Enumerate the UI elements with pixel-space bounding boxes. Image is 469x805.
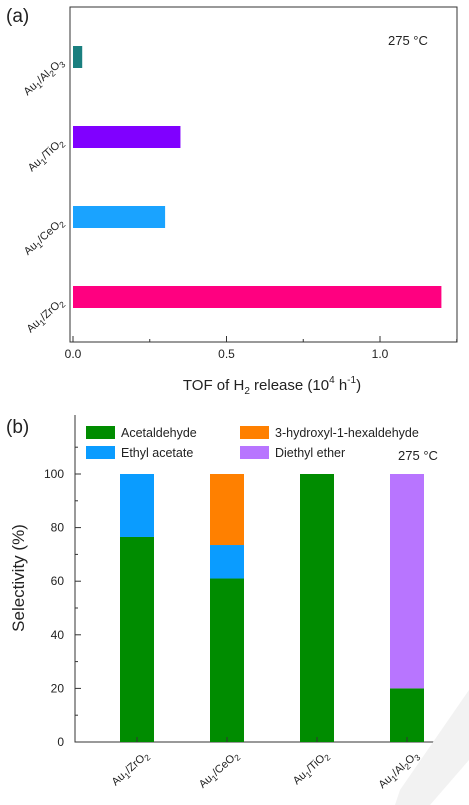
panel-b-legend-label-0: Acetaldehyde [121,426,197,440]
panel-a-x-tick-label: 0.0 [65,347,82,361]
panel-b-y-tick-label: 40 [51,628,65,642]
panel-b-legend-label-1: Ethyl acetate [121,446,193,460]
panel-a-x-tick-label: 0.5 [218,347,235,361]
panel-b-legend-swatch-3 [240,446,269,459]
panel-a: (a) 275 °C 0.0 0.5 1.0 Au1/Al2O3Au1/TiO2Au… [6,6,458,397]
panel-b-legend-swatch-0 [86,426,115,439]
panel-b-y-tick-label: 20 [51,681,65,695]
panel-b-bar-2-segment-0 [300,474,334,742]
panel-a-x-ticks: 0.0 0.5 1.0 [65,336,458,361]
panel-b-category-2: Au1/TiO2 [291,749,333,789]
panel-b-y-tick-label: 60 [51,574,65,588]
panel-b-y-ticks: 0 20 40 60 80 100 [44,446,408,749]
panel-b-bar-0-segment-0 [120,536,154,742]
panel-b-label: (b) [6,417,29,438]
panel-a-bar-2 [73,206,166,228]
panel-b-bar-1-segment-2 [210,474,244,546]
panel-b-bar-0-segment-1 [120,474,154,537]
panel-a-category-1: Au1/TiO2 [26,136,68,176]
panel-a-category-3: Au1/ZrO2 [25,296,68,337]
panel-a-temperature: 275 °C [388,33,428,48]
panel-b-y-tick-label: 100 [44,467,64,481]
panel-b-bar-3-segment-3 [390,474,424,689]
panel-a-category-2: Au1/CeO2 [22,216,68,259]
panel-a-bar-1 [73,126,181,148]
panel-b-legend-label-2: 3-hydroxyl-1-hexaldehyde [275,426,419,440]
panel-b-legend: Acetaldehyde Ethyl acetate 3-hydroxyl-1-he… [86,426,419,460]
panel-a-category-labels: Au1/Al2O3 Au1/TiO2 Au1/CeO2 Au1/ZrO2 [22,56,68,337]
panel-b-y-tick-label: 80 [51,521,65,535]
panel-b-legend-swatch-1 [86,446,115,459]
panel-b-y-axis-title: Selectivity (%) [9,524,28,632]
panel-b-temperature: 275 °C [398,448,438,463]
panel-a-category-0: Au1/Al2O3 [22,56,68,99]
panel-b-legend-label-3: Diethyl ether [275,446,345,460]
panel-b-legend-swatch-2 [240,426,269,439]
panel-a-frame [69,6,458,343]
panel-b-bar-3-segment-0 [390,688,424,742]
panel-b-bars [120,474,424,742]
panel-a-bars [73,46,442,308]
panel-a-x-axis-title: TOF of H2 release (104 h-1) [183,375,361,397]
panel-a-label: (a) [6,6,29,27]
panel-a-bar-0 [73,46,83,68]
panel-a-bar-3 [73,286,442,308]
panel-b-y-tick-label: 0 [57,735,64,749]
panel-b-category-0: Au1/ZrO2 [110,749,153,790]
panel-b-bar-1-segment-1 [210,545,244,579]
panel-b-category-1: Au1/CeO2 [197,749,243,792]
watermark-shape [395,690,469,805]
panel-b: (b) 275 °C Acetaldehyde Ethyl acetate 3-hy… [6,415,469,792]
panel-b-bar-1-segment-0 [210,578,244,742]
panel-a-x-tick-label: 1.0 [372,347,389,361]
